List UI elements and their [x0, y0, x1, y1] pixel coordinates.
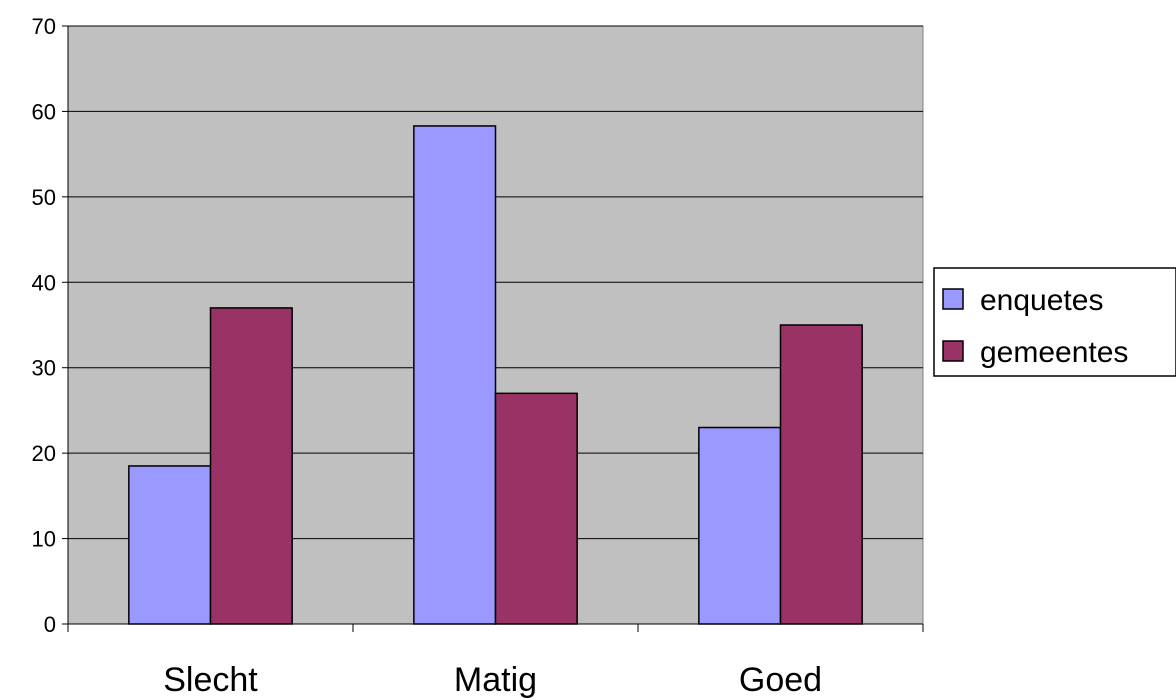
bars [128, 125, 863, 625]
y-tick-label: 50 [32, 185, 56, 210]
y-tick-label: 70 [32, 14, 56, 39]
legend-swatch-gemeentes [942, 340, 964, 362]
y-tick-label: 10 [32, 527, 56, 552]
x-tick-label: Goed [739, 661, 822, 699]
y-tick-label: 40 [32, 270, 56, 295]
legend-box [933, 267, 1176, 377]
x-tick-label: Matig [454, 661, 537, 699]
y-tick-label: 60 [32, 99, 56, 124]
legend-label-enquetes: enquetes [980, 284, 1103, 317]
bar-enquetes-slecht [128, 465, 212, 625]
bar-gemeentes-slecht [209, 307, 293, 625]
x-tick-label: Slecht [163, 661, 258, 699]
legend: enquetes gemeentes [933, 267, 1176, 377]
bar-enquetes-goed [698, 426, 782, 625]
y-axis: 0 10 20 30 40 50 60 70 [32, 14, 69, 637]
y-tick-label: 30 [32, 356, 56, 381]
bar-gemeentes-goed [779, 324, 863, 625]
bar-gemeentes-matig [494, 392, 578, 625]
bar-enquetes-matig [413, 125, 497, 625]
legend-label-gemeentes: gemeentes [980, 336, 1128, 369]
y-tick-label: 20 [32, 441, 56, 466]
y-tick-label: 0 [44, 612, 56, 637]
x-axis: Slecht Matig Goed [67, 623, 924, 699]
legend-swatch-enquetes [942, 288, 964, 310]
